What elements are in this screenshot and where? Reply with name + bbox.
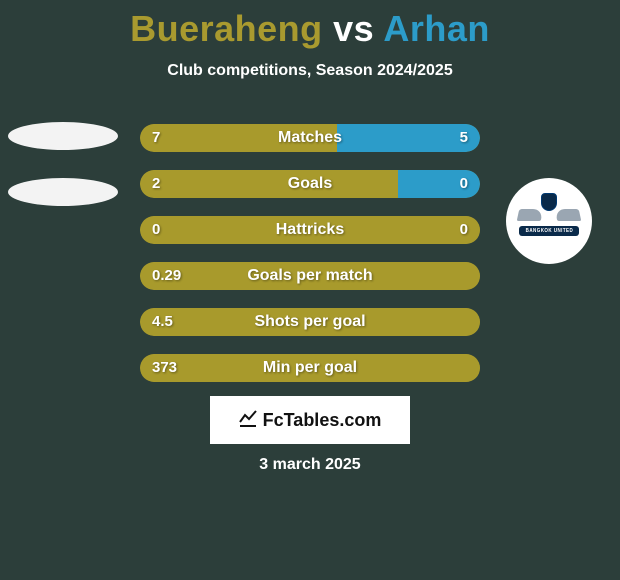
stat-label: Min per goal bbox=[140, 354, 480, 382]
player1-name: Bueraheng bbox=[130, 8, 323, 49]
player1-avatar-placeholder-top bbox=[8, 122, 118, 150]
stat-row: 75Matches bbox=[140, 124, 480, 152]
date-text: 3 march 2025 bbox=[0, 456, 620, 474]
stat-label: Shots per goal bbox=[140, 308, 480, 336]
stat-row: 0.29Goals per match bbox=[140, 262, 480, 290]
stat-row: 373Min per goal bbox=[140, 354, 480, 382]
crest-text: BANGKOK UNITED bbox=[525, 228, 573, 234]
stat-row: 00Hattricks bbox=[140, 216, 480, 244]
stat-label: Goals bbox=[140, 170, 480, 198]
subtitle: Club competitions, Season 2024/2025 bbox=[0, 62, 620, 80]
chart-icon bbox=[239, 409, 257, 432]
fctables-watermark: FcTables.com bbox=[210, 396, 410, 444]
vs-word: vs bbox=[333, 8, 374, 49]
crest-ribbon: BANGKOK UNITED bbox=[519, 226, 579, 236]
player2-name: Arhan bbox=[383, 8, 490, 49]
player1-avatar-placeholder-bottom bbox=[8, 178, 118, 206]
stat-label: Goals per match bbox=[140, 262, 480, 290]
stats-bars: 75Matches 20Goals 00Hattricks 0.29Goals per… bbox=[140, 124, 480, 400]
comparison-title: Bueraheng vs Arhan bbox=[0, 0, 620, 50]
stat-label: Matches bbox=[140, 124, 480, 152]
crest-wings-icon bbox=[518, 207, 580, 225]
crest-shield-icon bbox=[541, 193, 557, 211]
stat-row: 20Goals bbox=[140, 170, 480, 198]
stat-label: Hattricks bbox=[140, 216, 480, 244]
brand-text: FcTables.com bbox=[263, 410, 382, 431]
stat-row: 4.5Shots per goal bbox=[140, 308, 480, 336]
club-crest: BANGKOK UNITED bbox=[506, 178, 592, 264]
